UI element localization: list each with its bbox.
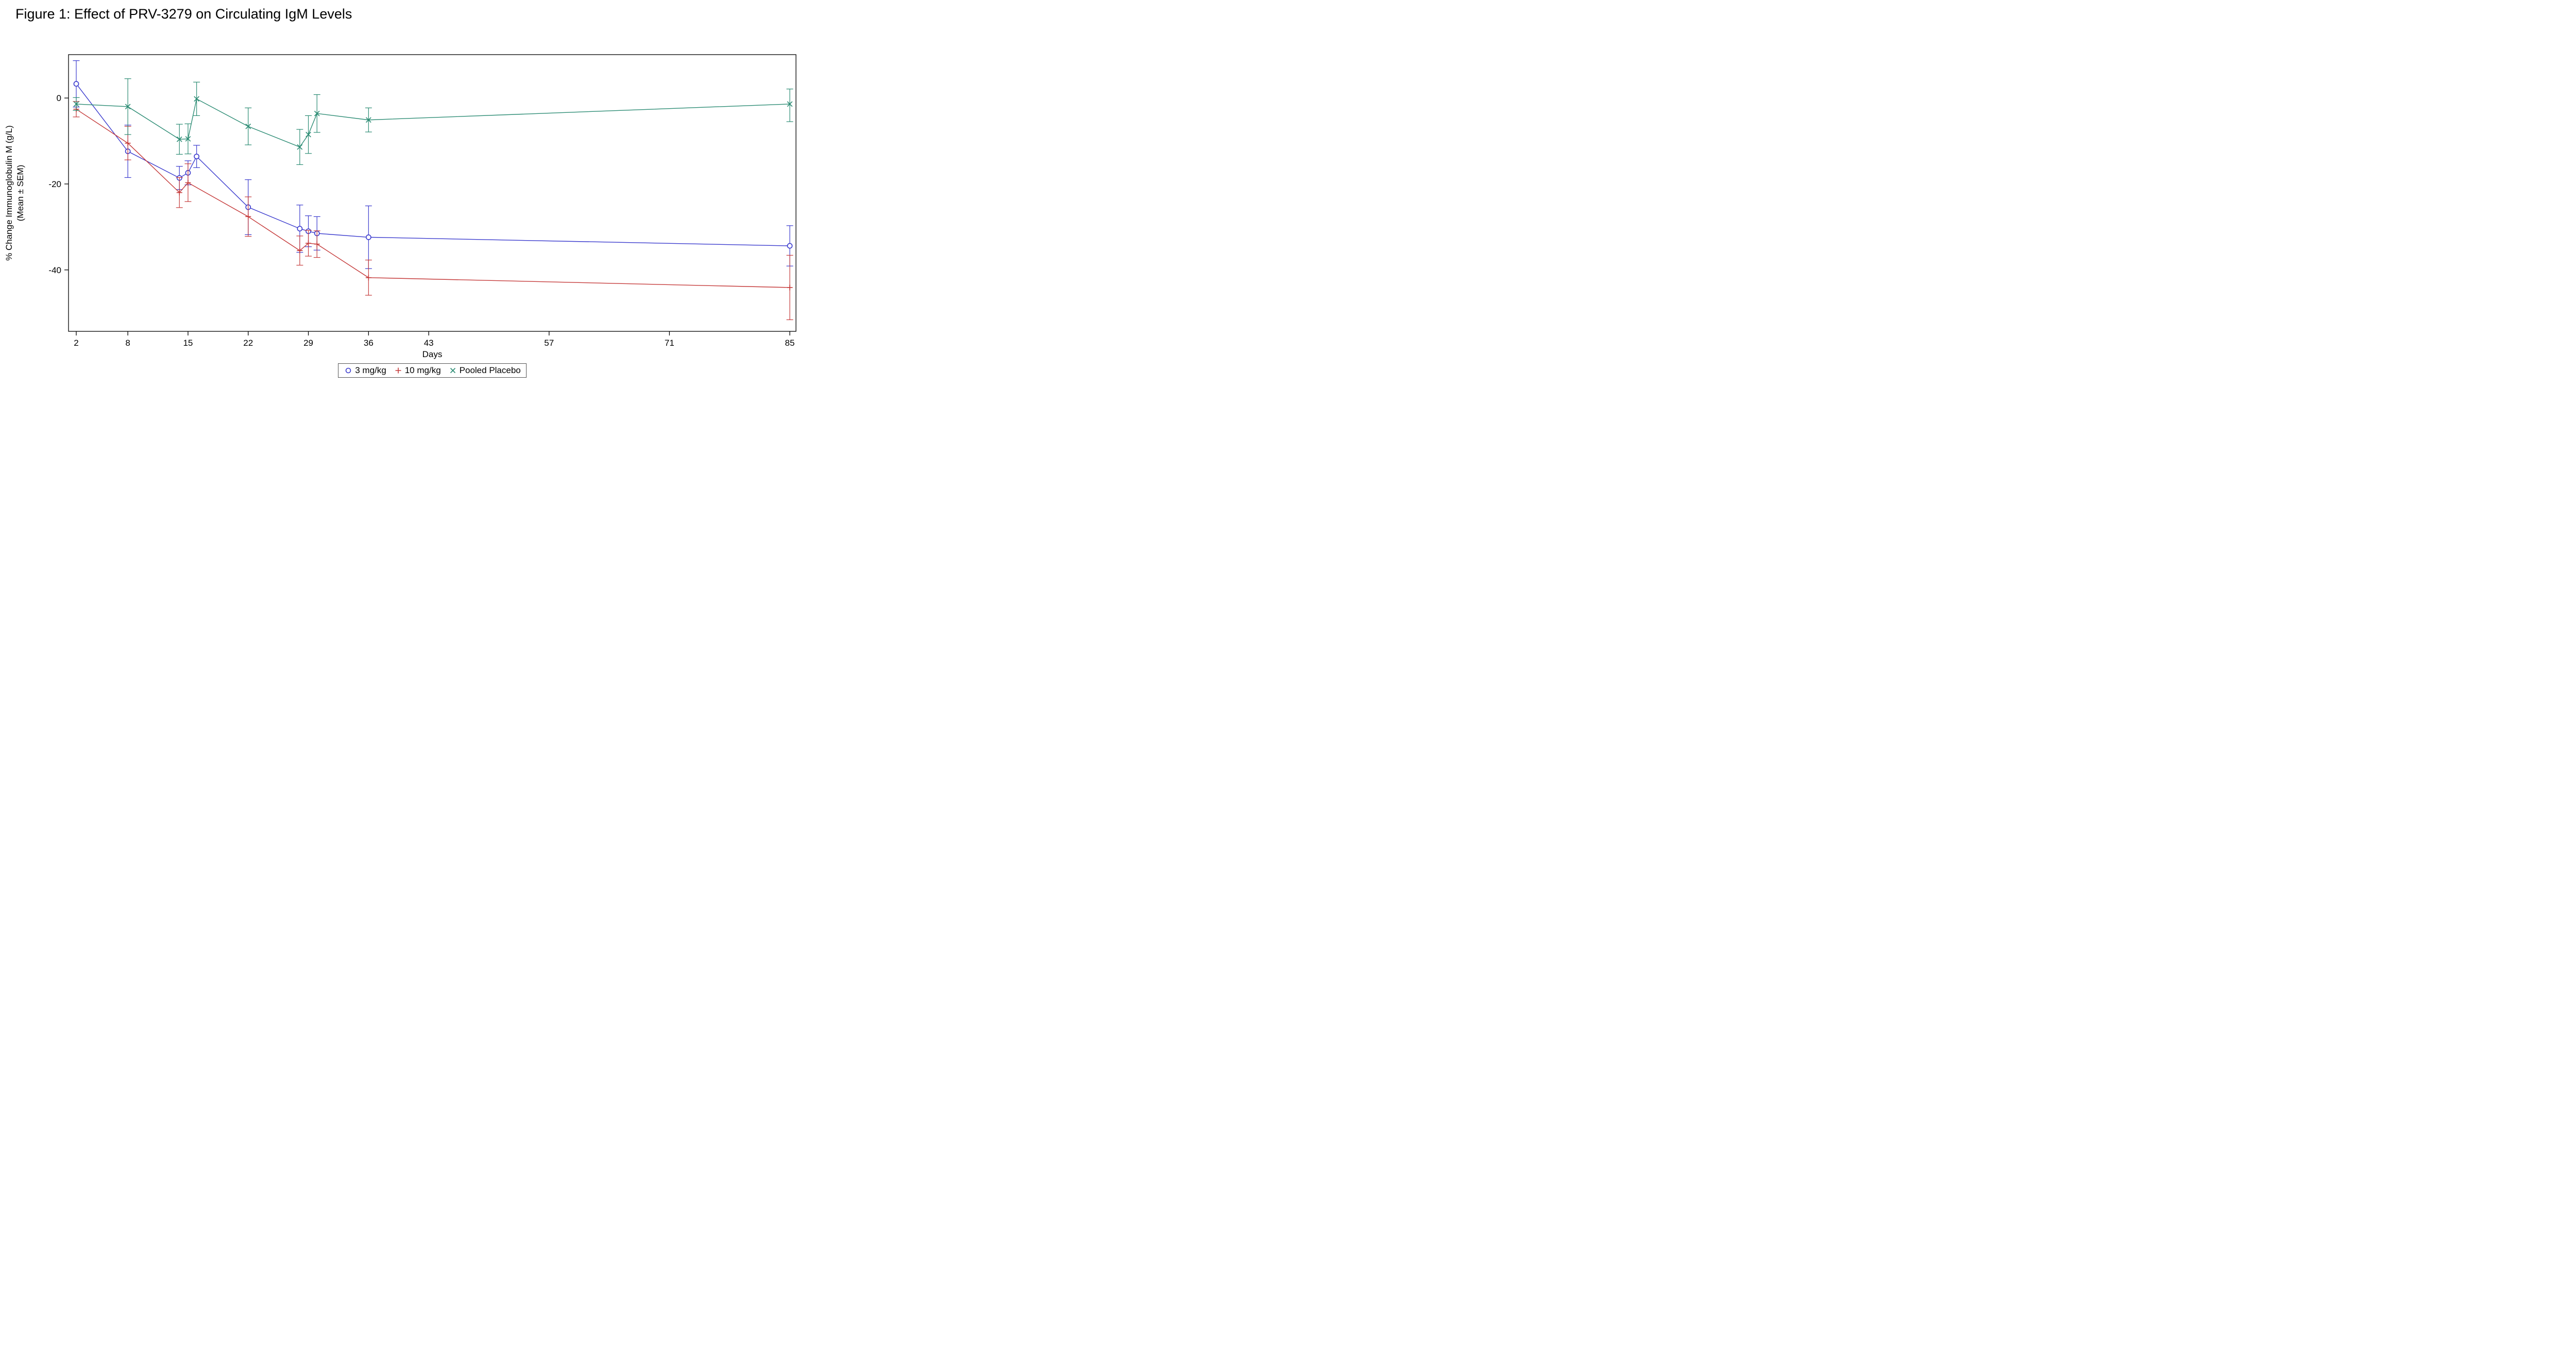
marker-plus [297, 247, 303, 254]
plot-svg: 0 -20 -40 2 8 15 22 29 36 43 57 71 85 % Change Immuno… [4, 54, 796, 348]
marker-x [176, 136, 182, 142]
marker-x [297, 144, 303, 150]
marker-x [73, 101, 79, 107]
series-3-mg-kg [73, 60, 793, 269]
marker-x [185, 136, 191, 142]
x-tick-label: 36 [364, 338, 374, 348]
marker-x [365, 117, 371, 123]
x-tick-label: 57 [544, 338, 554, 348]
x-axis-label: Days [422, 349, 443, 360]
x-tick-label: 43 [424, 338, 434, 348]
x-tick-label: 85 [785, 338, 795, 348]
marker-plus [185, 180, 191, 186]
circle-marker-icon [345, 367, 351, 374]
marker-plus [306, 240, 312, 246]
marker-circle [73, 81, 79, 87]
legend-item-3mgkg: 3 mg/kg [344, 365, 386, 376]
figure-title: Figure 1: Effect of PRV-3279 on Circulat… [15, 6, 352, 22]
marker-circle [787, 243, 793, 249]
marker-plus [245, 213, 251, 220]
series-10-mg-kg [73, 101, 793, 321]
plot-frame [68, 54, 796, 332]
y-tick-label: -40 [48, 265, 61, 275]
series-pooled-placebo [73, 78, 793, 165]
figure-page: Figure 1: Effect of PRV-3279 on Circulat… [0, 0, 804, 392]
marker-x [787, 101, 793, 107]
marker-x [314, 110, 320, 116]
x-tick-label: 29 [303, 338, 313, 348]
legend-item-pooled-placebo: Pooled Placebo [448, 365, 521, 376]
y-tick-label: -20 [48, 179, 61, 189]
legend-label-3mgkg: 3 mg/kg [355, 365, 386, 376]
x-tick-label: 15 [183, 338, 193, 348]
marker-plus [314, 241, 320, 247]
x-tick-label: 22 [243, 338, 253, 348]
series-line [76, 98, 790, 148]
y-axis-label-line2: (Mean ± SEM) [15, 165, 25, 221]
legend-label-10mgkg: 10 mg/kg [404, 365, 441, 376]
x-axis-footer: Days 3 mg/kg 10 mg/kg Pooled Placebo [69, 349, 796, 378]
series-line [76, 109, 790, 288]
marker-plus [365, 275, 371, 281]
marker-plus [176, 190, 182, 196]
x-tick-label: 8 [125, 338, 130, 348]
marker-circle [365, 234, 371, 240]
plus-marker-icon [395, 367, 401, 374]
marker-x [245, 123, 251, 129]
y-axis: 0 -20 -40 [48, 93, 69, 275]
marker-plus [125, 140, 131, 146]
marker-x [194, 96, 199, 102]
x-tick-label: 71 [665, 338, 674, 348]
marker-circle [297, 226, 303, 232]
y-axis-label: % Change Immunoglobulin M (g/L) [4, 125, 14, 261]
marker-plus [787, 284, 793, 291]
x-axis: 2 8 15 22 29 36 43 57 71 85 [74, 331, 794, 348]
legend-item-10mgkg: 10 mg/kg [394, 365, 441, 376]
marker-circle [194, 154, 200, 160]
x-marker-icon [450, 367, 455, 374]
chart-legend: 3 mg/kg 10 mg/kg Pooled Placebo [338, 363, 527, 378]
marker-x [125, 104, 131, 110]
x-tick-label: 2 [74, 338, 78, 348]
legend-label-pooled-placebo: Pooled Placebo [459, 365, 521, 376]
marker-x [306, 131, 311, 138]
y-tick-label: 0 [57, 93, 61, 103]
